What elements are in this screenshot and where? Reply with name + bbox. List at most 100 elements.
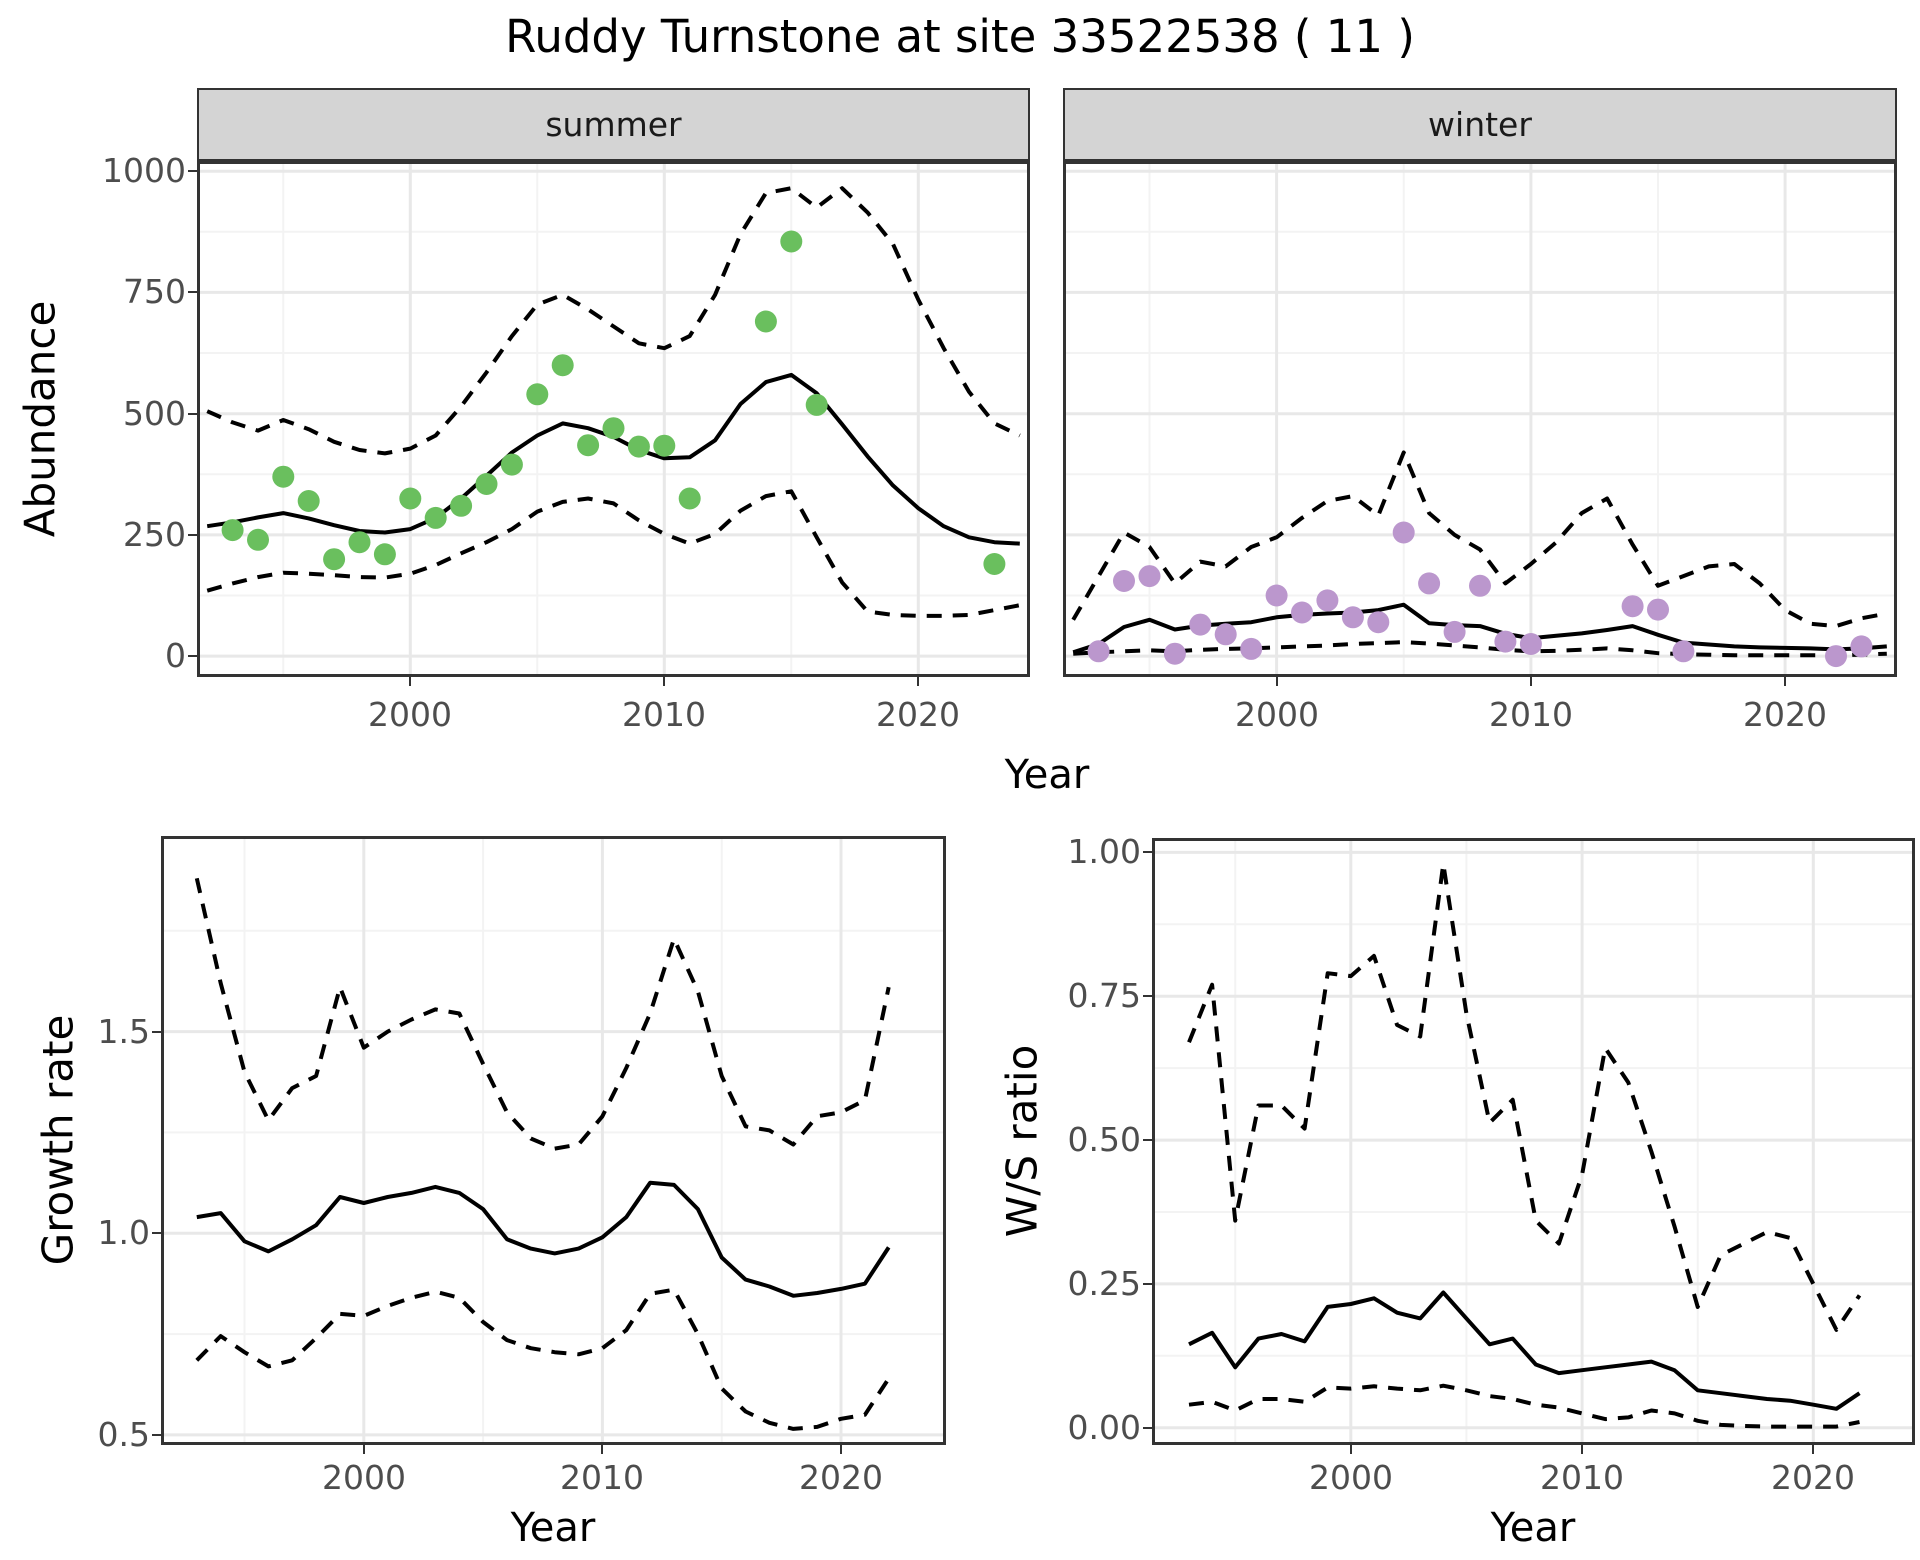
point-observed-abundance-summer [323, 548, 346, 571]
x-tick-label: 2000 [1235, 695, 1319, 734]
x-tick-label: 2020 [1771, 1458, 1855, 1497]
x-tick-mark [409, 677, 411, 686]
point-observed-abundance-summer [526, 383, 549, 406]
point-observed-abundance-winter [1621, 595, 1644, 618]
point-observed-abundance-winter [1163, 642, 1186, 665]
y-tick-label: 750 [123, 272, 186, 311]
point-observed-abundance-winter [1367, 611, 1390, 634]
x-tick-label: 2010 [622, 695, 706, 734]
series-ci_lower-growth-rate [195, 1287, 891, 1431]
y-tick-mark [152, 1232, 161, 1234]
x-tick-label: 2010 [560, 1458, 644, 1497]
panel-growth-rate [161, 836, 946, 1445]
x-tick-label: 2010 [1489, 695, 1573, 734]
panel-border [1063, 161, 1897, 677]
point-observed-abundance-winter [1443, 620, 1466, 643]
point-observed-abundance-summer [602, 417, 625, 440]
series-median-abundance-summer [206, 372, 1020, 546]
y-tick-mark [1143, 1139, 1152, 1141]
y-tick-mark [1143, 995, 1152, 997]
y-tick-mark [152, 1434, 161, 1436]
x-tick-mark [601, 1445, 603, 1454]
x-tick-mark [917, 677, 919, 686]
panel-border [1152, 838, 1915, 1445]
y-tick-label: 0.5 [97, 1415, 150, 1454]
panel-abundance-summer [197, 161, 1030, 677]
point-observed-abundance-winter [1825, 645, 1847, 668]
y-tick-label: 0.25 [1067, 1264, 1141, 1303]
point-observed-abundance-winter [1850, 635, 1873, 658]
y-tick-mark [1143, 1427, 1152, 1429]
point-observed-abundance-winter [1392, 521, 1415, 544]
panel-ws-ratio [1152, 838, 1915, 1445]
point-observed-abundance-winter [1418, 572, 1441, 595]
x-tick-mark [1812, 1445, 1814, 1454]
y-tick-label: 0.50 [1067, 1120, 1141, 1159]
facet-strip-summer: summer [197, 88, 1030, 161]
y-tick-label: 1.0 [97, 1213, 150, 1252]
y-tick-label: 0.00 [1067, 1408, 1141, 1447]
point-observed-abundance-summer [297, 490, 320, 512]
x-tick-mark [663, 677, 665, 686]
point-observed-abundance-summer [678, 487, 701, 510]
point-observed-abundance-winter [1087, 640, 1110, 663]
point-observed-abundance-winter [1469, 574, 1491, 597]
x-tick-label: 2020 [799, 1458, 883, 1497]
series-ci_upper-abundance-winter [1071, 450, 1888, 629]
x-tick-label: 2020 [1743, 695, 1827, 734]
x-tick-mark [1581, 1445, 1583, 1454]
y-tick-mark [188, 534, 197, 536]
point-observed-abundance-summer [780, 230, 803, 253]
y-tick-mark [188, 413, 197, 415]
point-observed-abundance-winter [1291, 601, 1313, 624]
y-tick-label: 500 [123, 394, 186, 433]
point-observed-abundance-winter [1189, 613, 1212, 636]
chart-abundance-summer [197, 161, 1030, 677]
y-tick-label: 1.00 [1067, 832, 1141, 871]
point-observed-abundance-summer [348, 531, 371, 554]
point-observed-abundance-winter [1265, 584, 1288, 607]
point-observed-abundance-winter [1647, 598, 1669, 621]
facet-strip-winter: winter [1063, 88, 1897, 161]
series-ci_upper-ws-ratio [1187, 861, 1862, 1332]
x-tick-label: 2000 [322, 1458, 406, 1497]
series-ci_upper-growth-rate [194, 877, 891, 1151]
series-median-ws-ratio [1188, 1290, 1861, 1411]
y-tick-label: 0 [165, 636, 186, 675]
y-tick-label: 1000 [102, 151, 186, 190]
x-tick-mark [1784, 677, 1786, 686]
x-tick-label: 2000 [1309, 1458, 1393, 1497]
point-observed-abundance-summer [805, 393, 828, 416]
chart-growth-rate [161, 836, 946, 1445]
point-observed-abundance-winter [1138, 565, 1161, 588]
point-observed-abundance-summer [247, 528, 269, 551]
point-observed-abundance-winter [1341, 606, 1364, 629]
point-observed-abundance-summer [272, 465, 295, 488]
point-observed-abundance-summer [399, 487, 422, 510]
panel-abundance-winter [1063, 161, 1897, 677]
panel-border [197, 161, 1030, 677]
x-tick-mark [1350, 1445, 1352, 1454]
x-axis-title-year-growth: Year [510, 1505, 596, 1551]
point-observed-abundance-summer [653, 434, 676, 457]
series-ci_lower-ws-ratio [1188, 1383, 1860, 1429]
point-observed-abundance-summer [577, 434, 600, 457]
point-observed-abundance-summer [221, 519, 244, 542]
y-tick-mark [1143, 851, 1152, 853]
panel-border [161, 836, 946, 1445]
x-axis-title-year-ws: Year [1490, 1505, 1576, 1551]
point-observed-abundance-winter [1519, 633, 1542, 655]
y-tick-mark [1143, 1283, 1152, 1285]
point-observed-abundance-summer [450, 494, 473, 517]
facet-strip-winter-label: winter [1428, 105, 1532, 144]
point-observed-abundance-winter [1494, 630, 1517, 653]
point-observed-abundance-winter [1113, 570, 1135, 592]
chart-abundance-winter [1063, 161, 1897, 677]
y-tick-label: 1.5 [97, 1012, 150, 1051]
x-axis-title-year-top: Year [1004, 752, 1090, 798]
chart-ws-ratio [1152, 838, 1915, 1445]
y-tick-mark [188, 655, 197, 657]
point-observed-abundance-winter [1672, 640, 1695, 663]
x-tick-mark [840, 1445, 842, 1454]
